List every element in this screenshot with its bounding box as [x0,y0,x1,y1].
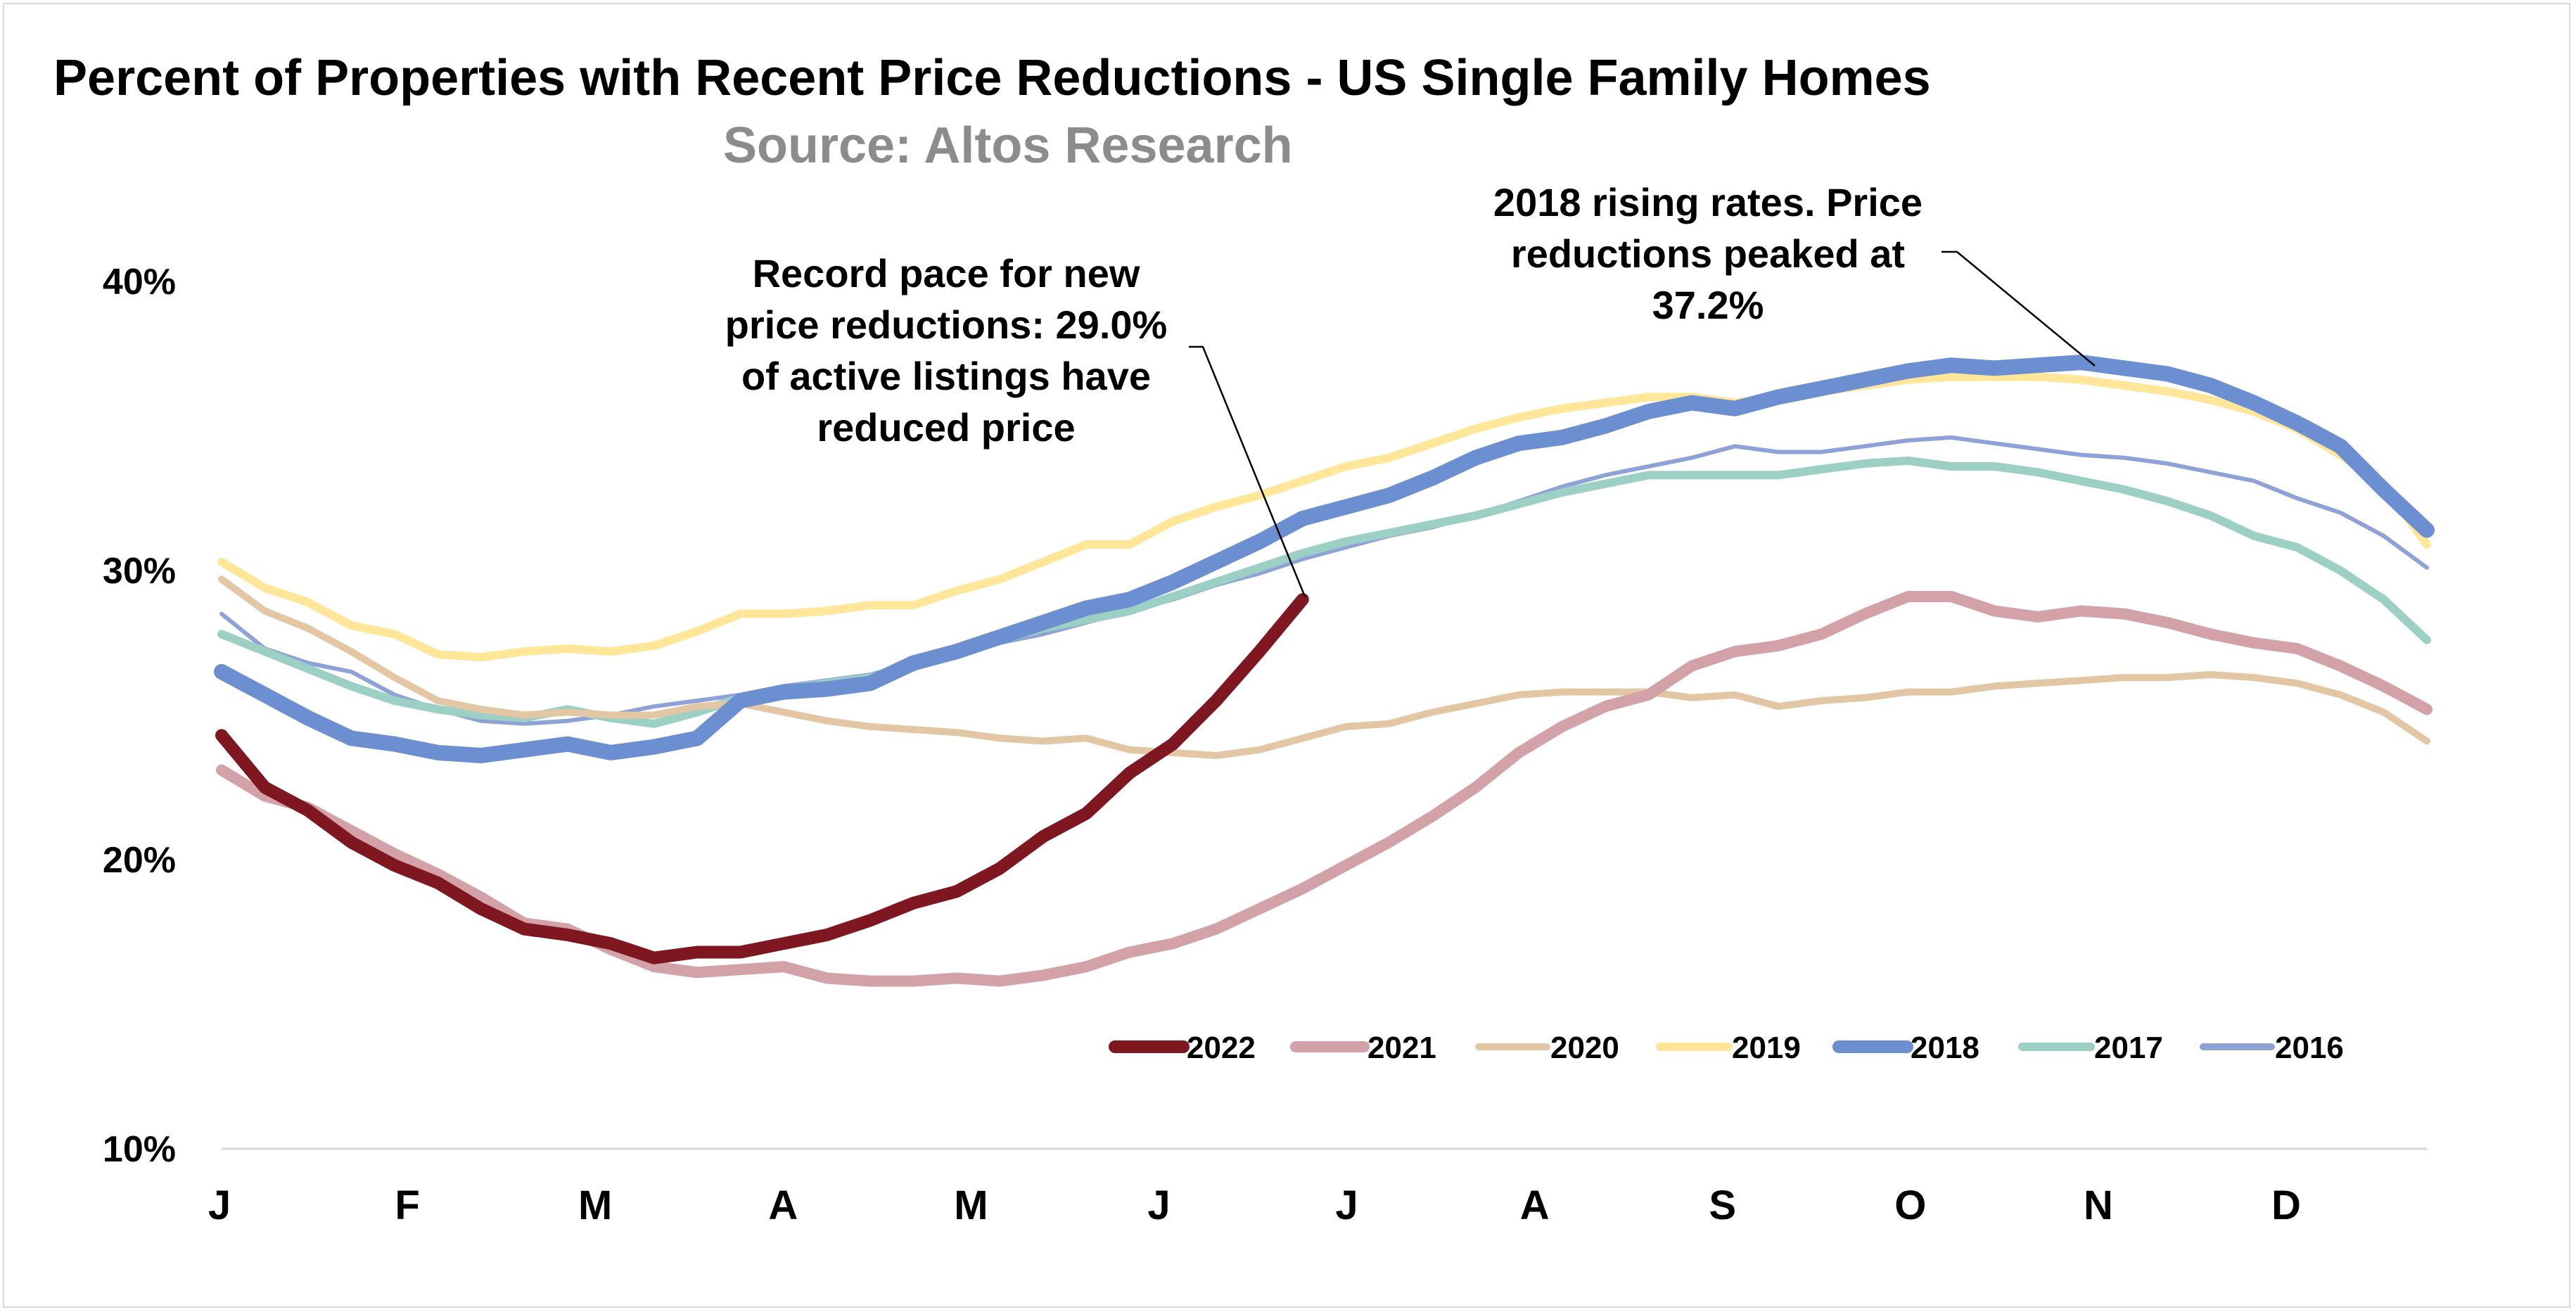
series-line-2020 [218,575,2430,759]
y-tick-label: 10% [103,1129,176,1170]
chart-title: Percent of Properties with Recent Price … [53,50,1931,106]
series-line-2021 [216,591,2432,987]
annotation-text-line: of active listings have [741,354,1151,398]
chart-legend: 2022 2021 2020 2019 2018 2017 2016 [1109,1031,2344,1065]
chart-frame [3,3,2570,1308]
annotation-text-line: 2018 rising rates. Price [1493,180,1923,224]
legend-label-2017: 2017 [2094,1031,2163,1065]
series-line-2017 [217,456,2431,728]
legend-label-2021: 2021 [1367,1031,1436,1065]
legend-label-2022: 2022 [1187,1031,1256,1065]
annotation-text-line: reduced price [817,405,1075,450]
series-line-2016 [219,435,2429,726]
legend-label-2019: 2019 [1732,1031,1801,1065]
annotation-text-line: Record pace for new [753,251,1140,295]
series-line-2022 [215,593,1309,964]
y-tick-label: 40% [103,262,176,302]
x-tick-label: N [2084,1183,2113,1228]
x-tick-label: F [395,1183,419,1228]
annotation-text-line: 37.2% [1652,283,1764,327]
x-tick-label: J [208,1183,231,1228]
series-line-2019 [217,372,2431,662]
chart-subtitle: Source: Altos Research [723,117,1293,174]
y-tick-label: 30% [103,551,176,592]
legend-label-2020: 2020 [1550,1031,1619,1065]
x-tick-label: M [578,1183,612,1228]
x-tick-label: O [1894,1183,1926,1228]
chart-axes: 10% 20% 30% 40% J F M A M J J A S O N D [103,262,2427,1228]
annotation-leader-line [1941,250,2096,367]
annotation-text-line: price reductions: 29.0% [725,302,1168,347]
annotation-leader-line [1189,345,1306,597]
series-line-2018 [214,355,2435,763]
x-tick-label: S [1709,1183,1736,1228]
x-tick-label: D [2271,1183,2301,1228]
x-tick-label: A [1520,1183,1550,1228]
annotation-text-line: reductions peaked at [1511,231,1905,276]
x-tick-label: J [1147,1183,1170,1228]
legend-label-2016: 2016 [2275,1031,2344,1065]
x-tick-label: J [1335,1183,1358,1228]
legend-label-2018: 2018 [1911,1031,1979,1065]
x-tick-label: M [954,1183,988,1228]
y-tick-label: 20% [103,840,176,881]
x-tick-label: A [768,1183,798,1228]
series-lines [214,355,2435,987]
chart-annotations: Record pace for new price reductions: 29.… [725,180,2096,597]
